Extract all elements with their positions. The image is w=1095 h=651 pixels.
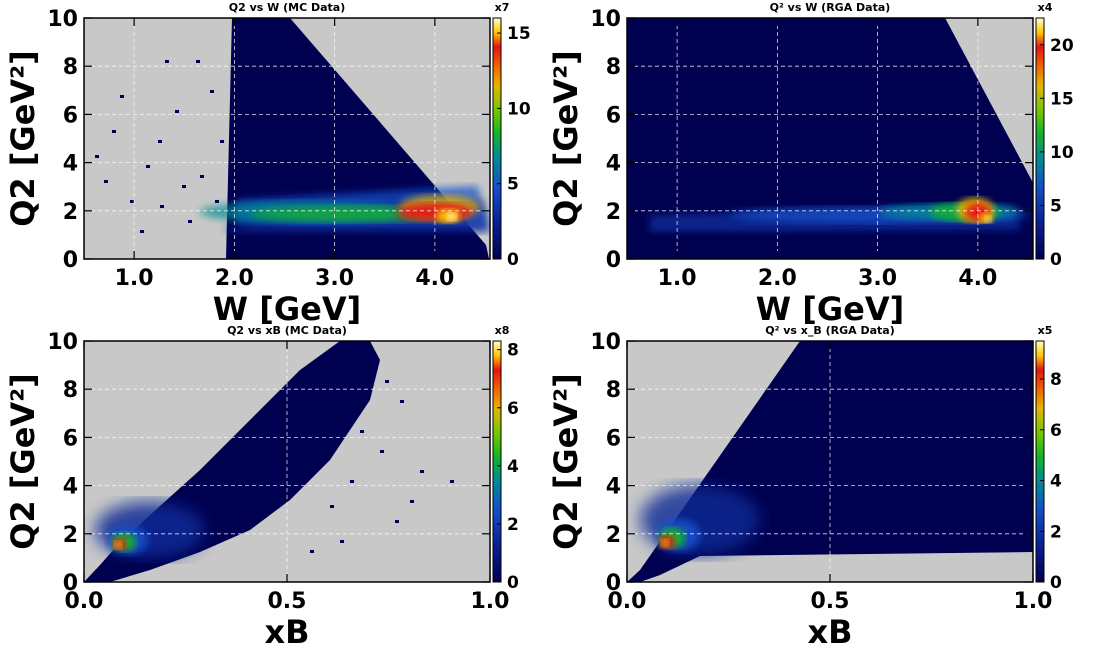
colorbar-tick-label: 5 xyxy=(1050,196,1062,216)
x-tick-label: 1.0 xyxy=(658,266,697,291)
y-tick-label: 6 xyxy=(63,103,78,128)
y-tick-label: 8 xyxy=(606,55,621,80)
x-axis-label: xB xyxy=(807,613,852,651)
colorbar-exponent-label: x8 xyxy=(495,324,510,337)
y-tick-label: 0 xyxy=(606,248,621,273)
colorbar-tick-label: 0 xyxy=(1050,250,1062,270)
y-tick-label: 2 xyxy=(63,523,78,548)
colorbar-tick-label: 2 xyxy=(507,515,519,535)
colorbar-tick-label: 10 xyxy=(507,99,531,119)
y-tick-label: 4 xyxy=(63,475,78,500)
panels: 1.0 2.0 3.0 4.0 0 2 4 6 8 10 Q2 vs W (MC Data) W [G… xyxy=(4,1,1074,651)
plot-title: Q2 vs W (MC Data) xyxy=(229,1,345,14)
colorbar xyxy=(493,18,501,259)
y-tick-label: 0 xyxy=(606,571,621,596)
x-tick-label: 1.0 xyxy=(1014,589,1053,614)
y-tick-label: 2 xyxy=(606,200,621,225)
y-tick-label: 4 xyxy=(606,152,621,177)
y-tick-label: 2 xyxy=(63,200,78,225)
colorbar-tick-label: 20 xyxy=(1050,36,1074,56)
y-tick-label: 6 xyxy=(606,103,621,128)
colorbar-exponent-label: x4 xyxy=(1038,1,1053,14)
y-tick-label: 8 xyxy=(63,378,78,403)
y-tick-label: 10 xyxy=(590,7,621,32)
y-tick-label: 10 xyxy=(590,330,621,355)
colorbar-tick-label: 0 xyxy=(507,250,519,270)
colorbar-tick-label: 6 xyxy=(507,399,519,419)
colorbar-tick-label: 0 xyxy=(1050,573,1062,593)
colorbar-tick-label: 4 xyxy=(507,457,519,477)
colorbar-tick-label: 4 xyxy=(1050,472,1062,492)
colorbar-tick-label: 5 xyxy=(507,175,519,195)
colorbar-tick-label: 0 xyxy=(507,573,519,593)
x-tick-label: 2.0 xyxy=(215,266,254,291)
y-tick-label: 6 xyxy=(63,426,78,451)
x-tick-label: 1.0 xyxy=(471,589,510,614)
x-axis-label: W [GeV] xyxy=(213,290,361,328)
colorbar-tick-label: 10 xyxy=(1050,143,1074,163)
y-axis-label: Q2 [GeV²] xyxy=(4,373,42,550)
y-tick-label: 8 xyxy=(606,378,621,403)
y-tick-label: 6 xyxy=(606,426,621,451)
x-tick-label: 1.0 xyxy=(115,266,154,291)
colorbar-tick-label: 8 xyxy=(1050,370,1062,390)
x-tick-label: 0.0 xyxy=(608,589,647,614)
y-axis-label: Q2 [GeV²] xyxy=(547,373,585,550)
colorbar-tick-label: 15 xyxy=(507,24,531,44)
x-axis-label: xB xyxy=(264,613,309,651)
plot-frame xyxy=(626,17,1034,260)
y-tick-label: 2 xyxy=(606,523,621,548)
y-tick-label: 0 xyxy=(63,571,78,596)
y-axis-label: Q2 [GeV²] xyxy=(4,50,42,227)
x-tick-label: 0.5 xyxy=(811,589,850,614)
colorbar-exponent-label: x7 xyxy=(495,1,510,14)
x-tick-label: 4.0 xyxy=(415,266,454,291)
plot-title: Q² vs W (RGA Data) xyxy=(770,1,891,14)
y-tick-label: 4 xyxy=(606,475,621,500)
y-tick-label: 8 xyxy=(63,55,78,80)
x-tick-label: 4.0 xyxy=(958,266,997,291)
x-tick-label: 3.0 xyxy=(858,266,897,291)
x-tick-label: 0.5 xyxy=(268,589,307,614)
colorbar-tick-label: 8 xyxy=(507,341,519,361)
y-axis-label: Q2 [GeV²] xyxy=(547,50,585,227)
plot-panel-1: 1.0 2.0 3.0 4.0 0 2 4 6 8 10 Q² vs W (RGA Data) W [… xyxy=(547,1,1074,328)
y-tick-label: 10 xyxy=(47,330,78,355)
plot-title: Q² vs x_B (RGA Data) xyxy=(765,324,895,337)
x-tick-label: 0.0 xyxy=(65,589,104,614)
plot-frame xyxy=(83,17,491,260)
colorbar-exponent-label: x5 xyxy=(1038,324,1053,337)
plot-panel-0: 1.0 2.0 3.0 4.0 0 2 4 6 8 10 Q2 vs W (MC Data) W [G… xyxy=(4,1,531,328)
colorbar xyxy=(1036,18,1044,259)
colorbar xyxy=(493,341,501,582)
x-tick-label: 3.0 xyxy=(315,266,354,291)
plot-title: Q2 vs xB (MC Data) xyxy=(227,324,347,337)
x-tick-label: 2.0 xyxy=(758,266,797,291)
colorbar-tick-label: 15 xyxy=(1050,89,1074,109)
y-tick-label: 10 xyxy=(47,7,78,32)
colorbar-tick-label: 2 xyxy=(1050,522,1062,542)
x-axis-label: W [GeV] xyxy=(756,290,904,328)
colorbar xyxy=(1036,341,1044,582)
colorbar-tick-label: 6 xyxy=(1050,421,1062,441)
y-tick-label: 4 xyxy=(63,152,78,177)
y-tick-label: 0 xyxy=(63,248,78,273)
